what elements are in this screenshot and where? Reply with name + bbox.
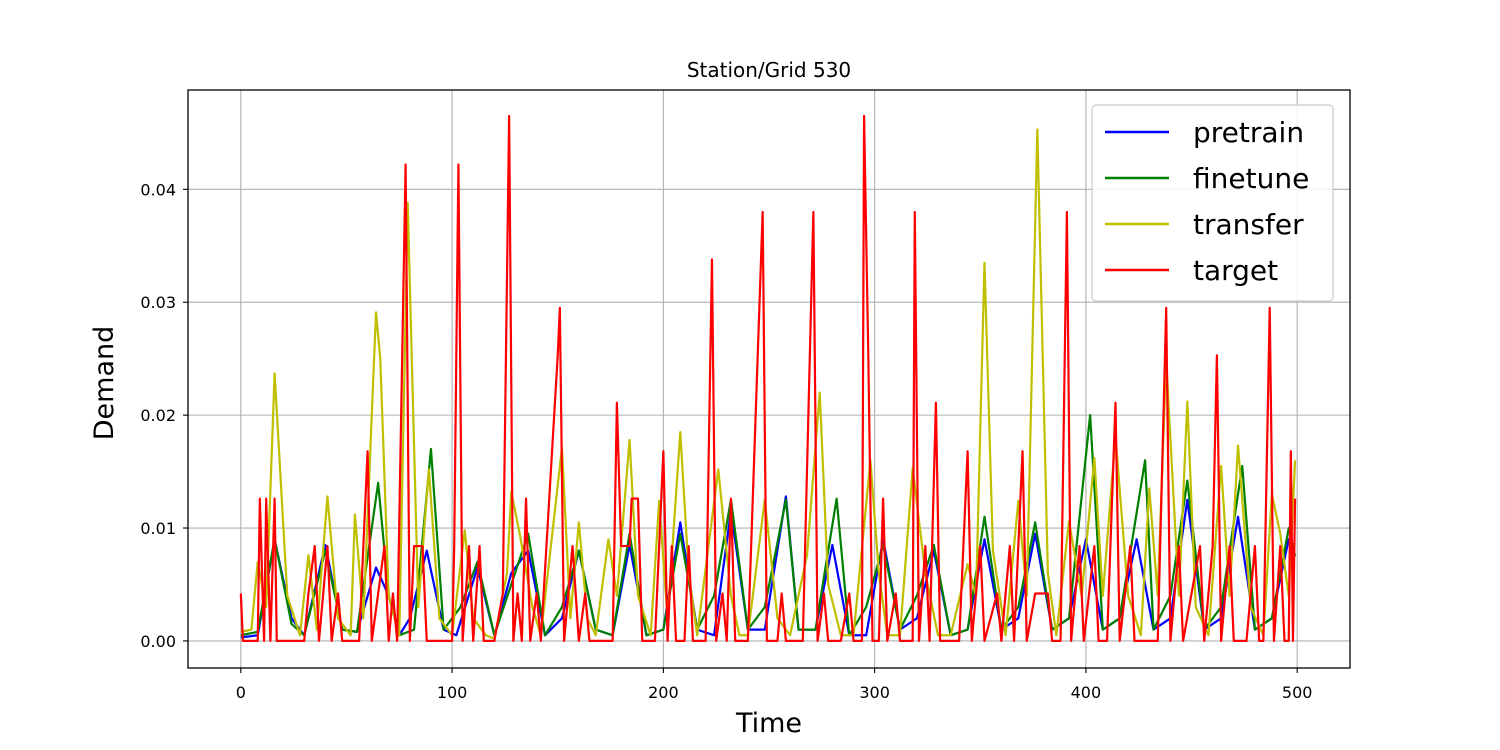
series-line-target <box>239 114 1297 643</box>
chart-title: Station/Grid 530 <box>687 58 851 82</box>
legend-label-target: target <box>1193 254 1278 287</box>
x-axis-label: Time <box>735 708 802 739</box>
tick-marks: 0 100 200 300 400 500 0.00 0.01 0.02 0.03 0.04 <box>140 180 1312 702</box>
plot-frame <box>187 89 1351 669</box>
series-layer <box>239 114 1297 643</box>
y-tick-label: 0.01 <box>140 519 176 538</box>
x-tick-label: 300 <box>859 683 890 702</box>
legend-frame <box>1091 104 1334 302</box>
y-tick-label: 0.03 <box>140 293 176 312</box>
legend-label-transfer: transfer <box>1193 208 1304 241</box>
legend-label-pretrain: pretrain <box>1193 116 1304 149</box>
legend: pretrain finetune transfer target <box>1091 104 1334 302</box>
y-axis-label: Demand <box>89 326 120 441</box>
x-tick-label: 400 <box>1071 683 1102 702</box>
x-tick-label: 500 <box>1282 683 1313 702</box>
x-tick-label: 100 <box>437 683 468 702</box>
legend-label-finetune: finetune <box>1193 162 1309 195</box>
y-tick-label: 0.02 <box>140 406 176 425</box>
x-tick-label: 0 <box>236 683 246 702</box>
y-tick-label: 0.04 <box>140 180 176 199</box>
x-tick-label: 200 <box>648 683 679 702</box>
y-tick-label: 0.00 <box>140 632 176 651</box>
plot-area <box>239 114 1297 643</box>
